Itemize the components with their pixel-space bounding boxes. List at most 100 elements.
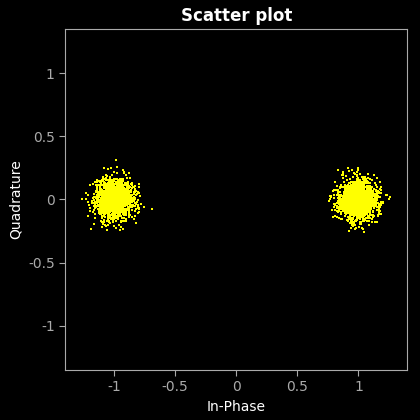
Channel 1 <box>114 192 121 199</box>
Channel 1 <box>93 194 100 201</box>
Channel 1 <box>359 186 365 192</box>
Channel 1 <box>114 205 121 212</box>
Channel 1 <box>111 200 118 207</box>
Channel 1 <box>119 200 126 206</box>
Channel 1 <box>113 201 120 208</box>
Channel 1 <box>120 183 127 190</box>
Channel 1 <box>363 185 370 192</box>
Channel 1 <box>331 207 338 213</box>
Channel 1 <box>115 202 121 209</box>
Channel 1 <box>347 193 354 200</box>
Channel 1 <box>118 188 124 194</box>
Channel 1 <box>110 205 117 211</box>
Channel 1 <box>344 189 350 195</box>
Channel 1 <box>117 176 123 182</box>
Channel 1 <box>122 201 129 207</box>
Channel 1 <box>106 198 113 205</box>
Channel 1 <box>336 194 342 201</box>
Channel 1 <box>357 207 364 213</box>
Channel 1 <box>354 204 361 211</box>
Channel 1 <box>374 192 381 199</box>
Channel 1 <box>344 188 351 195</box>
Channel 1 <box>347 193 354 199</box>
Channel 1 <box>99 218 105 225</box>
Channel 1 <box>374 197 381 203</box>
Channel 1 <box>368 194 375 200</box>
Channel 1 <box>349 201 356 207</box>
Channel 1 <box>365 206 372 213</box>
Channel 1 <box>348 205 355 211</box>
Channel 1 <box>113 192 119 198</box>
Channel 1 <box>113 190 120 197</box>
Channel 1 <box>106 194 113 201</box>
Channel 1 <box>343 210 349 217</box>
Channel 1 <box>346 168 352 174</box>
Channel 1 <box>106 200 113 207</box>
Channel 1 <box>129 198 135 205</box>
Channel 1 <box>106 197 113 203</box>
Channel 1 <box>141 204 147 211</box>
Channel 1 <box>350 190 357 197</box>
Channel 1 <box>361 196 368 203</box>
Channel 1 <box>361 199 368 205</box>
Channel 1 <box>350 203 357 210</box>
Channel 1 <box>118 198 125 205</box>
Channel 1 <box>334 186 341 193</box>
Channel 1 <box>109 215 116 222</box>
Channel 1 <box>341 194 348 200</box>
Channel 1 <box>337 192 344 199</box>
Channel 1 <box>362 196 369 203</box>
Channel 1 <box>347 210 354 216</box>
Channel 1 <box>357 220 364 227</box>
Channel 1 <box>118 206 124 213</box>
Channel 1 <box>365 214 372 220</box>
Channel 1 <box>101 208 108 215</box>
Channel 1 <box>344 181 351 188</box>
Channel 1 <box>362 210 368 216</box>
Channel 1 <box>356 192 362 199</box>
Channel 1 <box>371 202 378 208</box>
Channel 1 <box>345 181 352 188</box>
Channel 1 <box>376 204 383 210</box>
Channel 1 <box>112 207 118 214</box>
Channel 1 <box>108 178 114 185</box>
Channel 1 <box>109 206 116 213</box>
Channel 1 <box>345 196 352 203</box>
Channel 1 <box>356 207 362 214</box>
Channel 1 <box>368 193 374 199</box>
Channel 1 <box>113 179 119 186</box>
Channel 1 <box>102 192 108 198</box>
Channel 1 <box>108 201 115 208</box>
Channel 1 <box>112 200 118 207</box>
Channel 1 <box>373 201 380 208</box>
Channel 1 <box>116 192 123 199</box>
Channel 1 <box>347 208 354 215</box>
Channel 1 <box>362 207 369 214</box>
Channel 1 <box>344 191 350 198</box>
Channel 1 <box>352 225 359 231</box>
Channel 1 <box>110 191 117 198</box>
Channel 1 <box>111 184 118 191</box>
Channel 1 <box>367 192 373 199</box>
Channel 1 <box>116 191 123 198</box>
Channel 1 <box>102 187 109 194</box>
Channel 1 <box>131 197 137 204</box>
Channel 1 <box>104 208 111 215</box>
Channel 1 <box>337 193 344 199</box>
Channel 1 <box>103 186 110 193</box>
Channel 1 <box>102 197 108 204</box>
Channel 1 <box>110 188 117 195</box>
Channel 1 <box>349 188 356 194</box>
Channel 1 <box>351 209 358 215</box>
Channel 1 <box>111 193 118 199</box>
Channel 1 <box>112 185 118 192</box>
Channel 1 <box>97 199 104 205</box>
Channel 1 <box>131 203 138 210</box>
Channel 1 <box>103 197 110 204</box>
Channel 1 <box>125 186 132 192</box>
Channel 1 <box>354 201 361 208</box>
Channel 1 <box>354 194 361 200</box>
Channel 1 <box>118 187 125 194</box>
Channel 1 <box>107 187 114 194</box>
Channel 1 <box>116 195 122 202</box>
